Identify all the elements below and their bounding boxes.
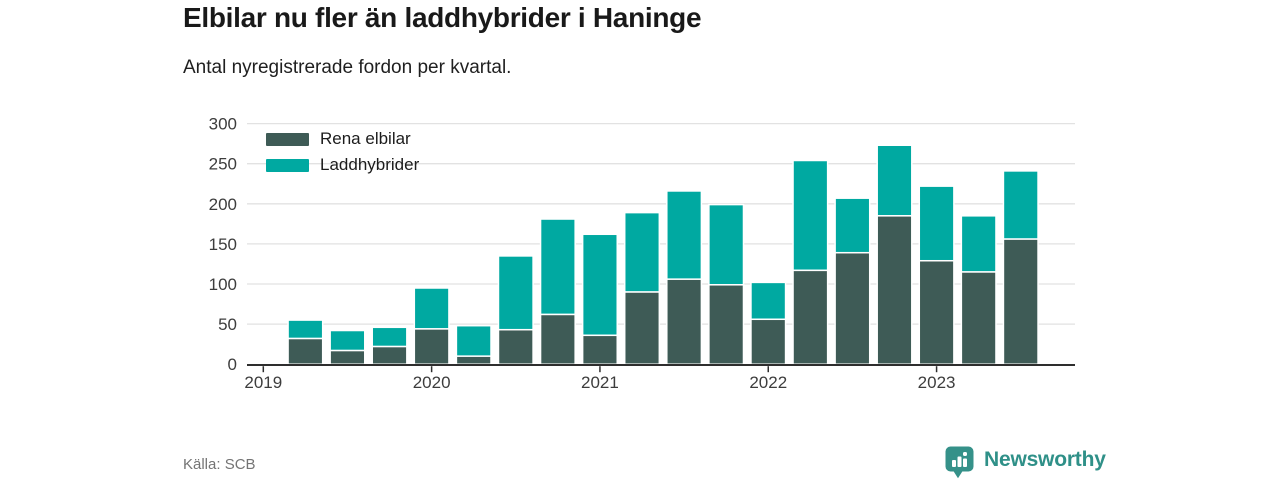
bar-segment-rena-elbilar (539, 313, 576, 365)
bar-segment-rena-elbilar (413, 328, 450, 365)
bar-segment-laddhybrider (918, 185, 955, 262)
y-axis-label: 150 (209, 235, 237, 254)
bar-segment-laddhybrider (455, 324, 492, 357)
bar-segment-rena-elbilar (960, 271, 997, 365)
bar-segment-laddhybrider (497, 255, 534, 331)
newsworthy-logo-icon (945, 446, 974, 479)
x-axis-label: 2023 (918, 373, 956, 392)
y-axis-label: 50 (218, 315, 237, 334)
chart-legend: Rena elbilar Laddhybrider (266, 126, 419, 178)
bar-segment-laddhybrider (413, 287, 450, 330)
bar-segment-laddhybrider (708, 203, 745, 286)
bar-segment-laddhybrider (750, 281, 787, 321)
bar-segment-laddhybrider (581, 233, 618, 337)
bar-segment-laddhybrider (876, 144, 913, 217)
bar-segment-rena-elbilar (792, 269, 829, 365)
y-axis-label: 300 (209, 115, 237, 134)
bar-segment-laddhybrider (539, 218, 576, 316)
bar-segment-rena-elbilar (581, 334, 618, 365)
bar-segment-laddhybrider (287, 319, 324, 340)
bar-segment-laddhybrider (371, 326, 408, 348)
logo-exclamation-dot (963, 452, 967, 456)
y-axis-label: 250 (209, 155, 237, 174)
bar-segment-laddhybrider (329, 329, 366, 352)
bar-segment-rena-elbilar (666, 278, 703, 365)
x-axis-label: 2021 (581, 373, 619, 392)
bar-segment-rena-elbilar (876, 215, 913, 365)
source-note: Källa: SCB (183, 456, 256, 473)
bar-segment-rena-elbilar (497, 328, 534, 365)
bar-segment-rena-elbilar (329, 349, 366, 365)
brand-name: Newsworthy (984, 448, 1106, 471)
logo-bar-tall (957, 456, 962, 467)
bar-segment-rena-elbilar (287, 337, 324, 365)
logo-bar-short (952, 460, 956, 467)
legend-label-rena-elbilar: Rena elbilar (320, 129, 411, 148)
legend-swatch-rena-elbilar (266, 132, 309, 146)
bar-segment-rena-elbilar (708, 284, 745, 365)
bar-segment-laddhybrider (623, 211, 661, 293)
bar-segment-laddhybrider (1002, 170, 1039, 240)
bar-segment-rena-elbilar (918, 259, 955, 365)
bar-segment-rena-elbilar (1002, 238, 1039, 365)
bar-segment-laddhybrider (960, 215, 997, 273)
bar-segment-rena-elbilar (455, 355, 492, 365)
legend-label-laddhybrider: Laddhybrider (320, 155, 420, 174)
logo-bar-exclamation (963, 458, 967, 467)
bar-segment-rena-elbilar (750, 318, 787, 365)
bar-segment-rena-elbilar (834, 251, 871, 365)
legend-item-laddhybrider: Laddhybrider (266, 152, 419, 178)
bar-segment-laddhybrider (834, 197, 871, 254)
newsworthy-logo: Newsworthy (944, 445, 1106, 480)
legend-item-rena-elbilar: Rena elbilar (266, 126, 419, 152)
bar-segment-laddhybrider (792, 159, 829, 272)
bar-segment-rena-elbilar (623, 291, 661, 365)
page-title: Elbilar nu fler än laddhybrider i Haning… (183, 2, 702, 33)
bar-segment-rena-elbilar (371, 345, 408, 365)
page-subtitle: Antal nyregistrerade fordon per kvartal. (183, 57, 512, 78)
y-axis-label: 100 (209, 275, 237, 294)
y-axis-label: 0 (228, 355, 237, 374)
bar-segment-laddhybrider (666, 190, 703, 280)
x-axis-label: 2019 (244, 373, 282, 392)
y-axis-label: 200 (209, 195, 237, 214)
x-axis-label: 2022 (749, 373, 787, 392)
legend-swatch-laddhybrider (266, 158, 309, 172)
x-axis-label: 2020 (413, 373, 451, 392)
